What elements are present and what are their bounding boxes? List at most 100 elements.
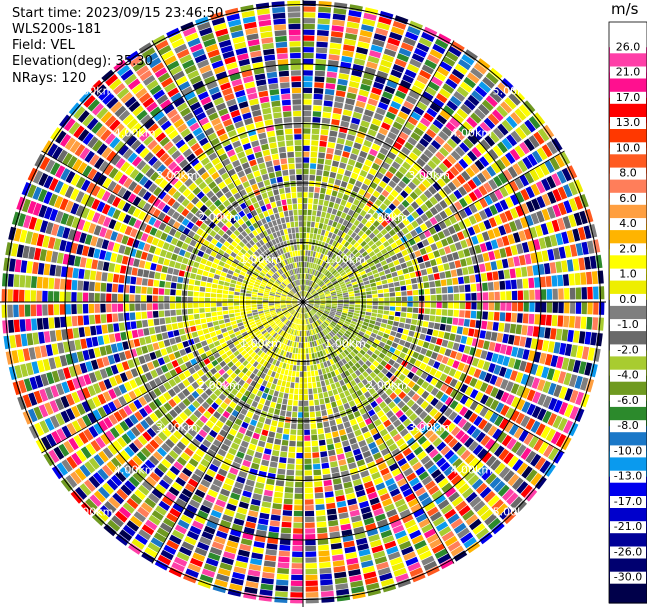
velocity-gate	[453, 302, 460, 309]
velocity-gate	[461, 54, 475, 66]
velocity-gate	[141, 278, 148, 286]
velocity-gate	[513, 426, 524, 439]
velocity-gate	[311, 353, 315, 359]
velocity-gate	[378, 194, 386, 202]
velocity-gate	[251, 304, 257, 308]
velocity-gate	[474, 244, 482, 254]
velocity-gate	[332, 221, 338, 228]
velocity-gate	[359, 554, 372, 563]
velocity-gate	[310, 335, 314, 342]
velocity-gate	[361, 273, 368, 279]
velocity-gate	[493, 364, 502, 375]
velocity-gate	[230, 279, 237, 284]
velocity-gate	[391, 405, 400, 414]
velocity-gate	[345, 27, 359, 35]
velocity-gate	[309, 406, 315, 412]
velocity-gate	[303, 163, 309, 169]
velocity-gate	[444, 396, 454, 407]
velocity-gate	[366, 271, 373, 277]
velocity-gate	[527, 325, 534, 337]
velocity-gate	[312, 382, 317, 388]
velocity-gate	[334, 179, 342, 186]
velocity-gate	[108, 262, 116, 272]
velocity-gate	[471, 255, 479, 265]
velocity-gate	[473, 368, 482, 379]
velocity-gate	[357, 41, 370, 49]
velocity-gate	[357, 495, 368, 503]
velocity-gate	[474, 159, 485, 171]
velocity-gate	[357, 279, 363, 284]
velocity-gate	[568, 273, 575, 286]
velocity-gate	[568, 374, 578, 388]
velocity-gate	[471, 428, 482, 439]
velocity-gate	[321, 275, 326, 281]
velocity-gate	[388, 229, 396, 237]
velocity-gate	[332, 240, 337, 247]
velocity-gate	[329, 455, 337, 462]
velocity-gate	[458, 483, 470, 495]
velocity-gate	[256, 421, 264, 429]
velocity-gate	[304, 262, 307, 268]
velocity-gate	[79, 257, 87, 268]
velocity-gate	[229, 317, 236, 322]
velocity-gate	[315, 375, 320, 382]
velocity-gate	[303, 307, 305, 314]
velocity-gate	[405, 171, 415, 181]
velocity-gate	[468, 215, 477, 225]
velocity-gate	[422, 179, 431, 189]
velocity-gate	[325, 297, 332, 300]
velocity-gate	[515, 372, 524, 383]
velocity-gate	[310, 365, 314, 371]
velocity-gate	[245, 293, 252, 297]
velocity-gate	[485, 95, 498, 108]
velocity-gate	[113, 323, 120, 332]
velocity-gate	[303, 18, 316, 24]
velocity-gate	[205, 260, 213, 267]
velocity-gate	[378, 302, 384, 306]
velocity-gate	[319, 573, 333, 580]
velocity-gate	[332, 336, 338, 342]
velocity-gate	[396, 194, 405, 203]
velocity-gate	[515, 444, 527, 457]
velocity-gate	[511, 290, 518, 300]
velocity-gate	[116, 342, 124, 352]
velocity-gate	[392, 419, 402, 428]
velocity-gate	[459, 302, 466, 309]
velocity-gate	[462, 267, 469, 275]
velocity-gate	[318, 266, 323, 272]
velocity-gate	[305, 534, 316, 540]
velocity-gate	[465, 293, 471, 301]
velocity-gate	[422, 254, 430, 262]
velocity-gate	[402, 395, 411, 404]
velocity-gate	[339, 281, 345, 286]
velocity-gate	[337, 303, 343, 306]
velocity-gate	[88, 292, 95, 302]
velocity-gate	[479, 197, 488, 208]
velocity-gate	[222, 290, 229, 295]
velocity-gate	[417, 435, 427, 445]
velocity-gate	[131, 329, 139, 339]
velocity-gate	[398, 131, 409, 141]
velocity-gate	[436, 178, 446, 188]
velocity-gate	[365, 367, 373, 375]
velocity-gate	[345, 268, 351, 274]
velocity-gate	[411, 534, 424, 545]
velocity-gate	[348, 128, 357, 136]
velocity-gate	[309, 280, 312, 286]
velocity-gate	[65, 304, 71, 315]
velocity-gate	[284, 369, 289, 376]
velocity-gate	[303, 41, 315, 47]
velocity-gate	[411, 53, 425, 63]
velocity-gate	[336, 210, 343, 217]
velocity-gate	[438, 331, 445, 339]
velocity-gate	[304, 423, 310, 430]
velocity-gate	[331, 25, 344, 32]
velocity-gate	[303, 47, 314, 53]
velocity-gate	[313, 228, 318, 234]
velocity-gate	[354, 227, 361, 234]
velocity-gate	[428, 226, 437, 235]
velocity-gate	[464, 437, 475, 448]
velocity-gate	[304, 470, 313, 476]
velocity-gate	[300, 354, 303, 360]
velocity-gate	[317, 333, 322, 339]
